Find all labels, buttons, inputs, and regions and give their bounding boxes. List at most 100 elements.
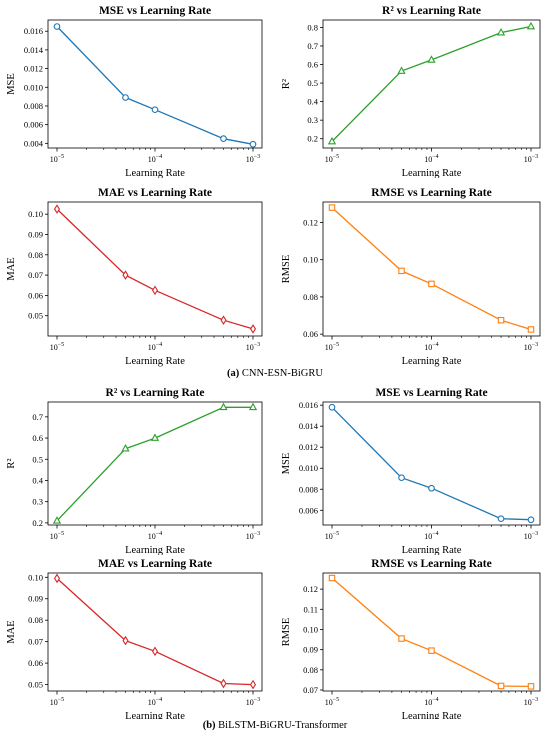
x-tick-label: 10−4: [424, 154, 438, 164]
y-tick-label: 0.5: [32, 454, 43, 464]
y-tick-label: 0.008: [299, 484, 318, 494]
data-point: [53, 204, 61, 214]
y-tick-label: 0.016: [299, 400, 318, 410]
chart-b-mse: MSE vs Learning Rate 0.016 0.014 0.012 0.010…: [275, 383, 550, 555]
x-tick-label: 10−4: [424, 342, 438, 352]
y-tick-label: 0.8: [307, 22, 318, 32]
x-tick-label: 10−4: [148, 697, 162, 707]
y-tick-label: 0.08: [28, 615, 43, 625]
y-tick-label: 0.05: [28, 311, 43, 321]
data-point: [53, 23, 61, 30]
y-tick-label: 0.3: [307, 115, 318, 125]
y-axis-label: RMSE: [281, 618, 292, 647]
caption-b: (b) BiLSTM-BiGRU-Transformer: [0, 720, 550, 731]
x-axis-label: Learning Rate: [402, 711, 462, 719]
data-point: [526, 21, 536, 30]
data-point: [150, 433, 160, 441]
chart-svg: MSE vs Learning Rate 0.016 0.014 0.012 0.010…: [6, 5, 263, 178]
y-tick-label: 0.10: [28, 572, 43, 582]
y-tick-label: 0.09: [303, 645, 318, 655]
data-point: [249, 679, 257, 690]
y-tick-label: 0.2: [307, 134, 318, 144]
x-tick-label: 10−5: [50, 531, 64, 541]
chart-svg: R² vs Learning Rate 0.7 0.6 0.5 0.4 0.3 0.2 10−…: [6, 387, 263, 555]
chart-a-mae: MAE vs Learning Rate 0.10 0.09 0.08 0.07 0.06…: [0, 178, 275, 368]
data-point: [220, 135, 227, 143]
data-point: [496, 27, 506, 36]
data-point: [427, 55, 436, 63]
y-tick-label: 0.05: [28, 680, 43, 690]
chart-title: MSE vs Learning Rate: [375, 387, 487, 399]
y-axis-label: R²: [6, 458, 17, 468]
chart-b-r2: R² vs Learning Rate 0.7 0.6 0.5 0.4 0.3 0.2 10−…: [0, 383, 275, 555]
chart-svg: MAE vs Learning Rate 0.10 0.09 0.08 0.07 0.06…: [6, 558, 263, 719]
chart-svg: RMSE vs Learning Rate 0.12 0.11 0.10 0.09 0.0…: [281, 558, 541, 719]
y-axis-label: R²: [281, 79, 292, 89]
y-axis-label: MAE: [6, 620, 17, 643]
data-point: [428, 484, 435, 492]
data-point: [327, 136, 337, 145]
series-line: [331, 25, 532, 142]
chart-a-mse: MSE vs Learning Rate 0.016 0.014 0.012 0.010…: [0, 0, 275, 178]
y-tick-label: 0.06: [28, 658, 43, 668]
chart-title: R² vs Learning Rate: [106, 387, 205, 399]
y-axis-label: MSE: [281, 453, 292, 475]
y-axis-label: MAE: [6, 257, 17, 280]
y-tick-label: 0.012: [24, 64, 43, 74]
y-tick-label: 0.12: [303, 217, 318, 227]
data-point: [53, 573, 61, 584]
x-tick-label: 10−5: [50, 342, 64, 352]
series-line: [56, 577, 254, 686]
chart-title: RMSE vs Learning Rate: [371, 187, 491, 199]
chart-b-rmse: RMSE vs Learning Rate 0.12 0.11 0.10 0.09 0.0…: [275, 555, 550, 719]
chart-b-mae: MAE vs Learning Rate 0.10 0.09 0.08 0.07 0.06…: [0, 555, 275, 719]
data-point: [527, 326, 535, 333]
y-tick-label: 0.07: [28, 270, 43, 280]
y-tick-label: 0.10: [28, 209, 43, 219]
data-point: [398, 474, 405, 482]
y-tick-label: 0.6: [32, 433, 43, 443]
chart-title: MSE vs Learning Rate: [99, 5, 211, 17]
data-point: [151, 106, 159, 114]
plot-frame: [47, 401, 263, 526]
data-point: [328, 403, 336, 411]
x-tick-label: 10−3: [524, 697, 538, 707]
data-point: [121, 444, 130, 452]
chart-title: MAE vs Learning Rate: [98, 558, 212, 570]
data-point: [220, 315, 227, 325]
data-point: [527, 516, 535, 524]
y-tick-label: 0.012: [299, 442, 318, 452]
data-point: [497, 316, 505, 324]
plot-frame: [47, 19, 263, 149]
y-tick-label: 0.7: [32, 412, 43, 422]
y-tick-label: 0.014: [24, 45, 44, 55]
series-line: [331, 207, 532, 331]
x-tick-label: 10−5: [325, 154, 339, 164]
plot-frame: [322, 201, 541, 337]
y-tick-label: 0.4: [307, 97, 318, 107]
y-tick-label: 0.2: [32, 518, 43, 528]
y-tick-label: 0.6: [307, 60, 318, 70]
x-tick-label: 10−4: [148, 342, 162, 352]
chart-a-r2: R² vs Learning Rate 0.8 0.7 0.6 0.5 0.4 0.3 0.2…: [275, 0, 550, 178]
plot-frame: [47, 201, 263, 337]
plot-frame: [322, 401, 541, 526]
y-tick-label: 0.11: [303, 604, 318, 614]
y-tick-label: 0.016: [24, 26, 43, 36]
series-line: [56, 406, 253, 522]
data-point: [428, 647, 435, 654]
x-tick-label: 10−5: [325, 697, 339, 707]
caption-a-label: (a): [227, 368, 240, 379]
y-tick-label: 0.07: [28, 637, 43, 647]
caption-a: (a) CNN-ESN-BiGRU: [0, 368, 550, 379]
chart-title: RMSE vs Learning Rate: [371, 558, 491, 570]
y-tick-label: 0.09: [28, 594, 43, 604]
x-tick-label: 10−4: [148, 154, 162, 164]
y-axis-label: MSE: [6, 73, 17, 95]
y-tick-label: 0.10: [303, 624, 318, 634]
series-line: [331, 406, 532, 521]
data-point: [151, 285, 159, 296]
y-tick-label: 0.12: [303, 584, 318, 594]
x-tick-label: 10−5: [325, 342, 339, 352]
x-axis-label: Learning Rate: [402, 545, 462, 555]
